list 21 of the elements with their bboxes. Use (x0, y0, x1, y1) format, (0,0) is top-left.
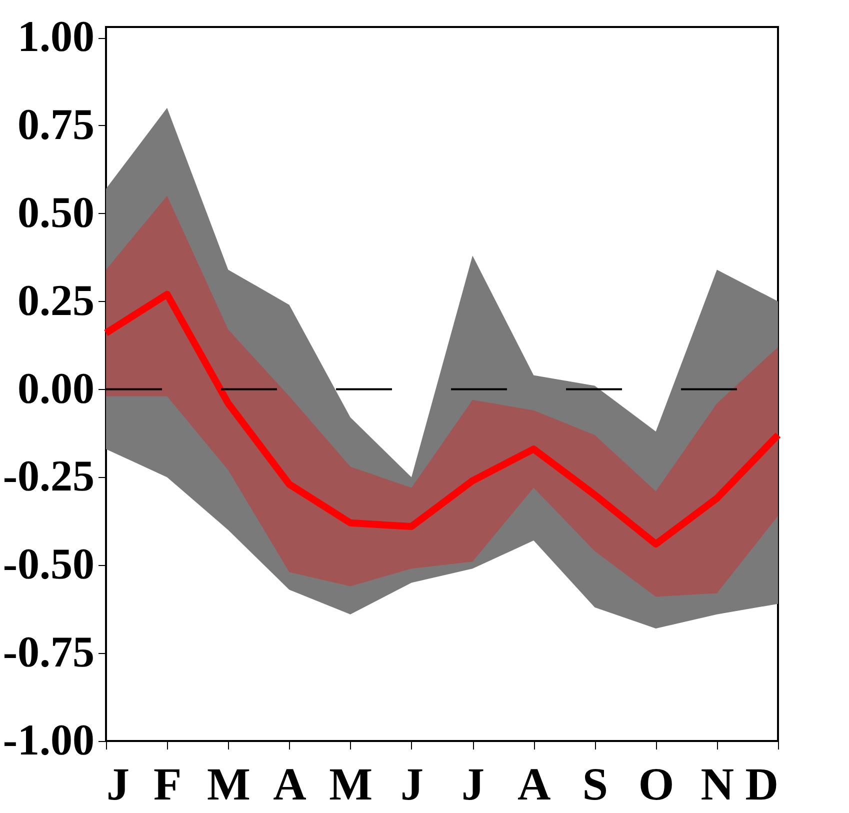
y-tick-label: -0.75 (2, 628, 94, 677)
x-tick-label: M (206, 758, 250, 810)
y-tick-label: 1.00 (18, 12, 94, 62)
x-tick-label: J (400, 758, 424, 810)
x-tick-label: M (329, 758, 373, 810)
y-tick-label: 0.50 (18, 188, 94, 237)
y-tick-label: -0.25 (2, 452, 94, 501)
y-tick-label: 0.00 (18, 364, 94, 413)
y-tick-label: 0.75 (18, 100, 94, 149)
x-tick-label: J (462, 758, 485, 810)
x-tick-label: A (273, 758, 306, 810)
x-tick-label: F (154, 758, 182, 810)
x-tick-label: S (582, 758, 608, 810)
y-tick-label: 0.25 (18, 276, 94, 325)
y-tick-label: -1.00 (2, 716, 94, 764)
x-tick-label: N (700, 758, 734, 810)
x-tick-label: J (106, 758, 130, 810)
x-tick-label: A (518, 758, 551, 810)
x-tick-label: D (745, 758, 778, 810)
y-tick-label: -0.50 (2, 540, 94, 589)
x-tick-label: O (638, 758, 674, 810)
